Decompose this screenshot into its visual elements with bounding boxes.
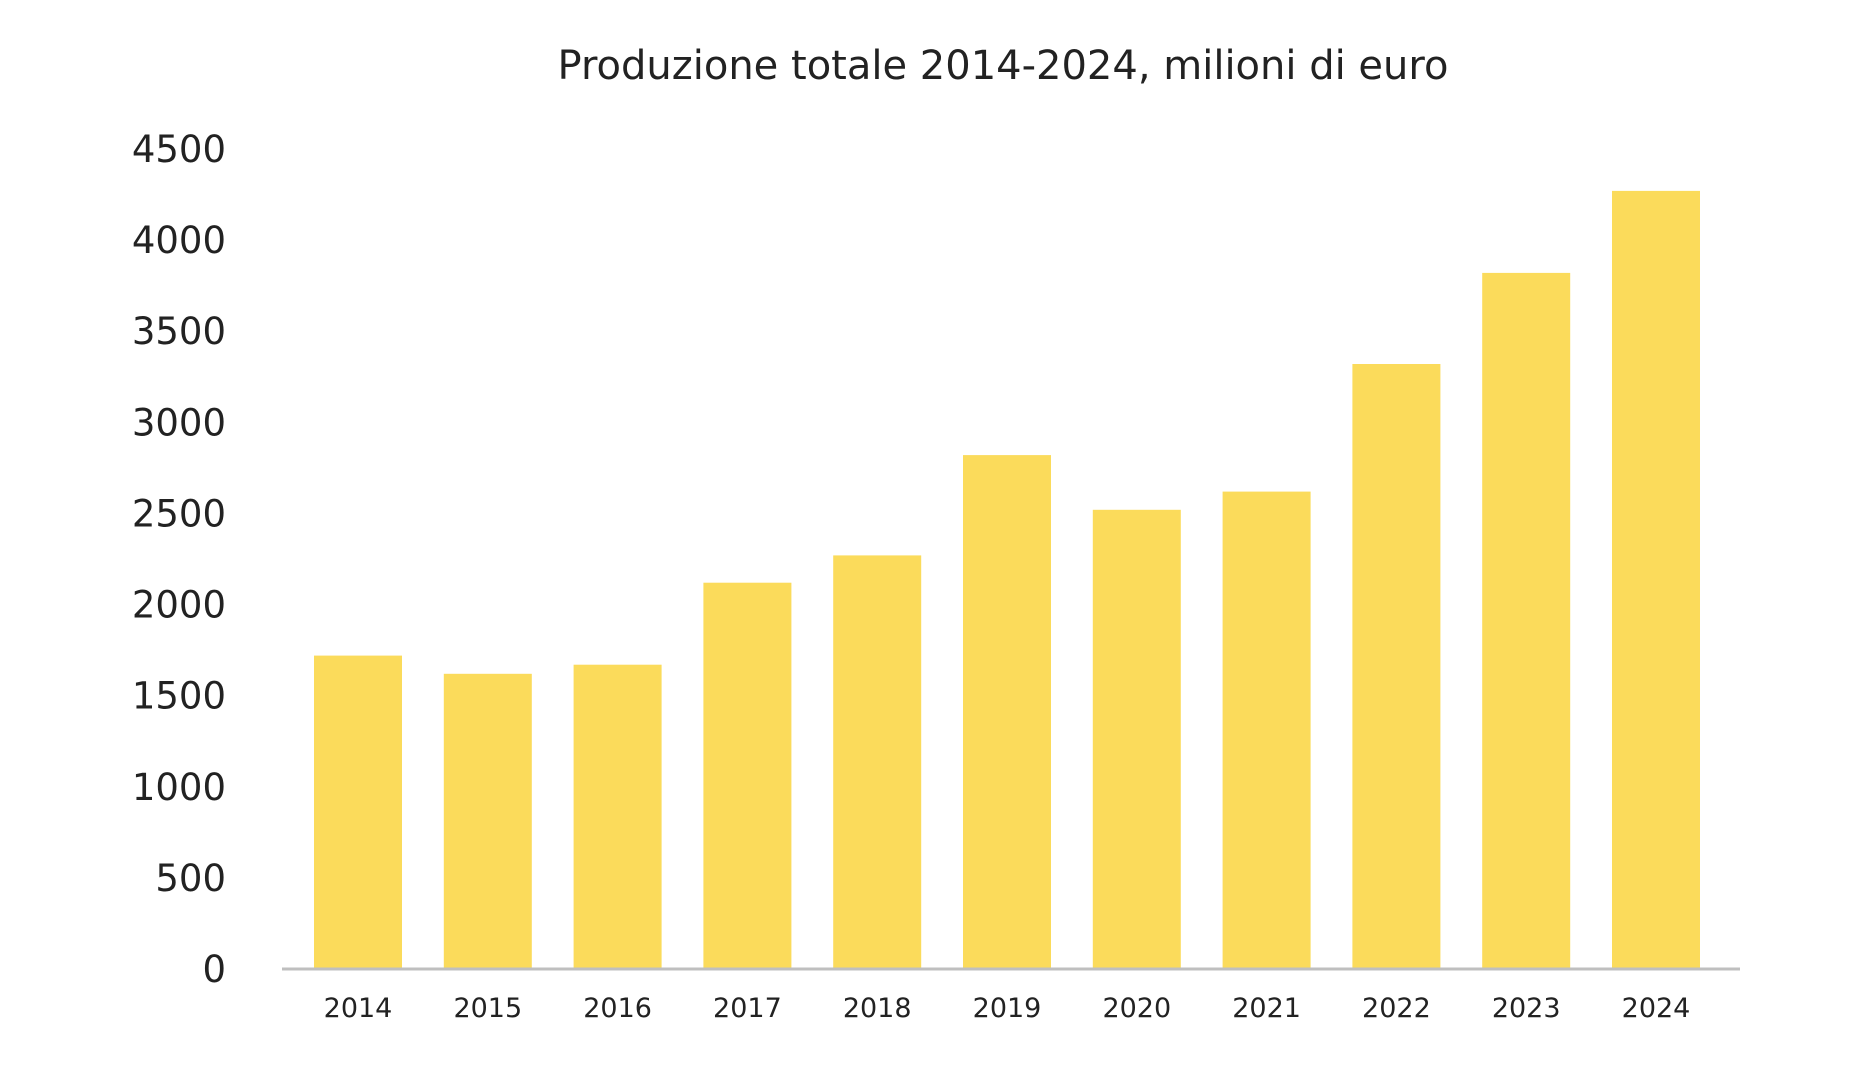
- y-tick-label: 4000: [132, 219, 226, 262]
- bar-2023: [1482, 272, 1571, 969]
- x-tick-label: 2020: [1102, 993, 1171, 1024]
- bar-2017: [703, 582, 792, 969]
- y-tick-label: 2000: [132, 584, 226, 627]
- x-tick-label: 2024: [1622, 993, 1691, 1024]
- x-tick-label: 2022: [1362, 993, 1431, 1024]
- bar-2018: [833, 555, 922, 969]
- y-tick-label: 2500: [132, 492, 226, 535]
- x-tick-label: 2019: [973, 993, 1042, 1024]
- bar-2020: [1092, 509, 1181, 969]
- bar-2016: [573, 664, 662, 969]
- bar-2015: [443, 673, 532, 969]
- x-tick-label: 2021: [1232, 993, 1301, 1024]
- bars-group: [314, 190, 1700, 970]
- bar-2021: [1222, 491, 1311, 969]
- y-tick-label: 1500: [132, 675, 226, 718]
- y-tick-label: 1000: [132, 766, 226, 809]
- x-tick-label: 2017: [713, 993, 782, 1024]
- x-axis-ticks: 2014 2015 2016 2017 2018 2019 2020 2021 2022 2023…: [324, 993, 1691, 1024]
- x-tick-label: 2015: [453, 993, 522, 1024]
- x-tick-label: 2016: [583, 993, 652, 1024]
- y-tick-label: 0: [202, 948, 226, 991]
- y-tick-label: 4500: [132, 128, 226, 171]
- y-tick-label: 3500: [132, 310, 226, 353]
- x-tick-label: 2018: [843, 993, 912, 1024]
- bar-2014: [314, 655, 402, 969]
- bar-2019: [963, 455, 1051, 970]
- y-tick-label: 500: [155, 857, 226, 900]
- bar-2022: [1352, 364, 1441, 969]
- bar-2024: [1612, 190, 1700, 969]
- x-tick-label: 2014: [324, 993, 393, 1024]
- y-axis-ticks: 0 500 1000 1500 2000 2500 3000 3500 4000 4500: [132, 128, 226, 991]
- chart-title: Produzione totale 2014-2024, milioni di …: [558, 43, 1449, 89]
- x-tick-label: 2023: [1492, 993, 1561, 1024]
- y-tick-label: 3000: [132, 401, 226, 444]
